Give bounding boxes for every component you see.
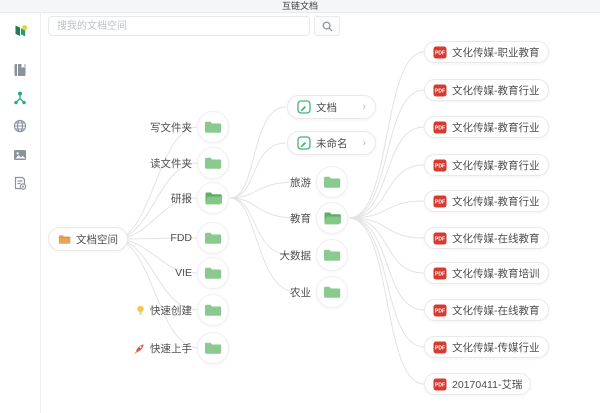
pdf-icon: PDF (433, 232, 447, 245)
tree-node-quick-start[interactable]: 快速上手 (134, 332, 229, 364)
app-title: 互链文档 (281, 1, 318, 11)
mindmap-icon[interactable] (11, 89, 29, 107)
tree-node-label: 文档 (316, 101, 337, 114)
tree-node-label: 文化传媒-在线教育 (452, 304, 540, 317)
tree-node-agriculture[interactable]: 农业 (290, 276, 348, 308)
library-icon[interactable] (11, 61, 29, 79)
tree-pdf-node[interactable]: PDF 文化传媒-教育行业 (424, 79, 549, 101)
tree-node-label: 写文件夹 (150, 121, 192, 134)
tree-node-label: 文档空间 (76, 233, 118, 246)
tree-node-label: 文化传媒-教育行业 (452, 84, 540, 97)
rocket-icon (134, 343, 145, 354)
tree-pdf-node[interactable]: PDF 文化传媒-传媒行业 (424, 336, 549, 358)
svg-text:PDF: PDF (435, 345, 445, 351)
doc-edit-icon (297, 100, 311, 114)
search-icon (322, 21, 333, 32)
tree-node-vie[interactable]: VIE (175, 257, 229, 289)
tree-node-travel[interactable]: 旅游 (290, 166, 348, 198)
tree-node-label: 文化传媒-教育行业 (452, 195, 540, 208)
svg-text:PDF: PDF (435, 163, 445, 169)
folder-icon (316, 276, 348, 308)
folder-icon (197, 257, 229, 289)
sidebar (0, 13, 41, 413)
tree-pdf-node[interactable]: PDF 文化传媒-教育行业 (424, 116, 549, 138)
svg-text:PDF: PDF (435, 199, 445, 205)
folder-icon (197, 111, 229, 143)
pdf-icon: PDF (433, 121, 447, 134)
tree-node-label: 读文件夹 (150, 157, 192, 170)
folder-icon (197, 222, 229, 254)
pdf-icon: PDF (433, 304, 447, 317)
tree-node-label: 文化传媒-在线教育 (452, 232, 540, 245)
tree-node-write-folder[interactable]: 写文件夹 (150, 111, 229, 143)
tree-pdf-node[interactable]: PDF 20170411-艾瑞市场 (424, 373, 531, 395)
tree-node-label: 大数据 (279, 249, 312, 262)
tree-node-label: 文化传媒-教育行业 (452, 121, 540, 134)
svg-text:PDF: PDF (435, 382, 445, 388)
svg-text:PDF: PDF (435, 88, 445, 94)
svg-text:PDF: PDF (435, 236, 445, 242)
tree-node-label: FDD (170, 232, 192, 244)
tree-node-read-folder[interactable]: 读文件夹 (150, 147, 229, 179)
tree-node-label: 文化传媒-传媒行业 (452, 341, 540, 354)
tree-pdf-node[interactable]: PDF 文化传媒-教育培训 (424, 262, 549, 284)
pdf-icon: PDF (433, 84, 447, 97)
tree-doc-node[interactable]: 文档 › (287, 95, 376, 119)
folder-icon (197, 294, 229, 326)
tree-node-quick-create[interactable]: 快速创建 (136, 294, 229, 326)
tree-node-education[interactable]: 教育 (290, 202, 348, 234)
folder-icon (197, 147, 229, 179)
pdf-icon: PDF (433, 159, 447, 172)
pdf-icon: PDF (433, 378, 447, 391)
folder-orange-icon (58, 234, 71, 245)
image-icon[interactable] (11, 146, 29, 164)
bulb-icon (136, 305, 145, 316)
file-settings-icon[interactable] (11, 174, 29, 192)
top-bar: 互链文档 (0, 0, 600, 13)
tree-pdf-node[interactable]: PDF 文化传媒-教育行业 (424, 154, 549, 176)
tree-node-label: 旅游 (290, 176, 311, 189)
folder-open-icon (316, 202, 348, 234)
folder-icon (316, 166, 348, 198)
tree-node-label: 农业 (290, 286, 311, 299)
tree-doc-node[interactable]: 未命名 › (287, 131, 376, 155)
pdf-icon: PDF (433, 46, 447, 59)
tree-node-label: 教育 (290, 212, 311, 225)
search-input[interactable] (48, 16, 310, 36)
tree-node-research-reports[interactable]: 研报 (171, 182, 229, 214)
tree-node-label: VIE (175, 267, 192, 279)
svg-text:PDF: PDF (435, 308, 445, 314)
tree-node-label: 20170411-艾瑞市场 (452, 378, 522, 391)
tree-node-fdd[interactable]: FDD (170, 222, 229, 254)
tree-pdf-node[interactable]: PDF 文化传媒-教育行业 (424, 190, 549, 212)
chevron-right-icon[interactable]: › (362, 100, 366, 113)
doc-edit-icon (297, 136, 311, 150)
folder-open-icon (197, 182, 229, 214)
tree-node-big-data[interactable]: 大数据 (279, 239, 348, 271)
tree-node-label: 文化传媒-教育培训 (452, 267, 540, 280)
tree-node-label: 文化传媒-职业教育 (452, 46, 540, 59)
tree-root-node[interactable]: 文档空间 (48, 227, 128, 251)
tree-node-label: 快速上手 (150, 342, 192, 355)
svg-text:PDF: PDF (435, 125, 445, 131)
tree-pdf-node[interactable]: PDF 文化传媒-在线教育 (424, 299, 549, 321)
pdf-icon: PDF (433, 267, 447, 280)
chevron-right-icon[interactable]: › (362, 136, 366, 149)
tree-pdf-node[interactable]: PDF 文化传媒-在线教育 (424, 227, 549, 249)
svg-text:PDF: PDF (435, 271, 445, 277)
tree-node-label: 研报 (171, 192, 192, 205)
tree-node-label: 未命名 (316, 137, 348, 150)
search-button[interactable] (314, 16, 340, 36)
svg-text:PDF: PDF (435, 50, 445, 56)
tree-node-label: 快速创建 (150, 304, 192, 317)
pdf-icon: PDF (433, 195, 447, 208)
pdf-icon: PDF (433, 341, 447, 354)
folder-icon (197, 332, 229, 364)
folder-icon (316, 239, 348, 271)
app-logo-icon[interactable] (11, 21, 29, 39)
globe-icon[interactable] (11, 117, 29, 135)
tree-node-label: 文化传媒-教育行业 (452, 159, 540, 172)
tree-pdf-node[interactable]: PDF 文化传媒-职业教育 (424, 41, 549, 63)
